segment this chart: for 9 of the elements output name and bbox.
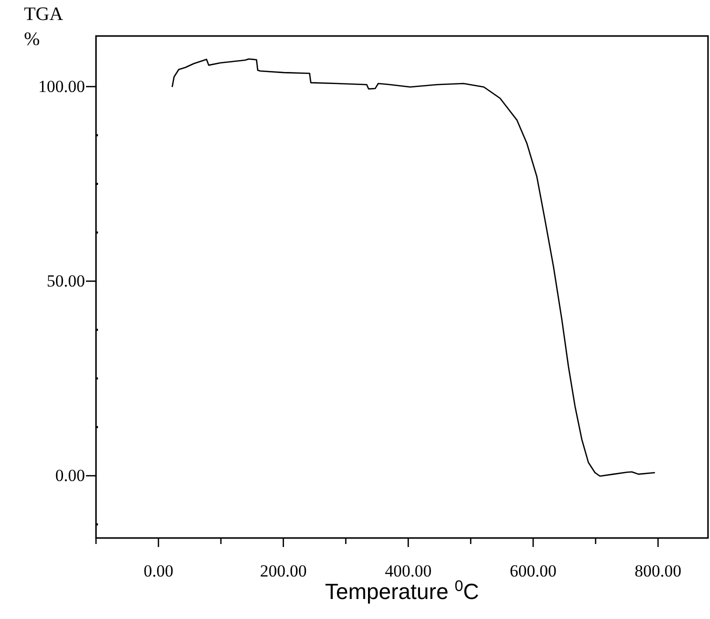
y-axis-title: TGA %	[24, 4, 64, 50]
x-tick-label: 600.00	[510, 562, 557, 581]
y-tick-label: 0.00	[55, 466, 85, 486]
x-tick-label: 800.00	[634, 562, 682, 581]
x-tick-label: 0.00	[144, 562, 174, 581]
x-tick-label: 200.00	[260, 562, 307, 581]
y-tick-label: 100.00	[38, 77, 85, 96]
y-tick-label: 50.00	[46, 272, 85, 291]
line-series	[172, 58, 656, 477]
